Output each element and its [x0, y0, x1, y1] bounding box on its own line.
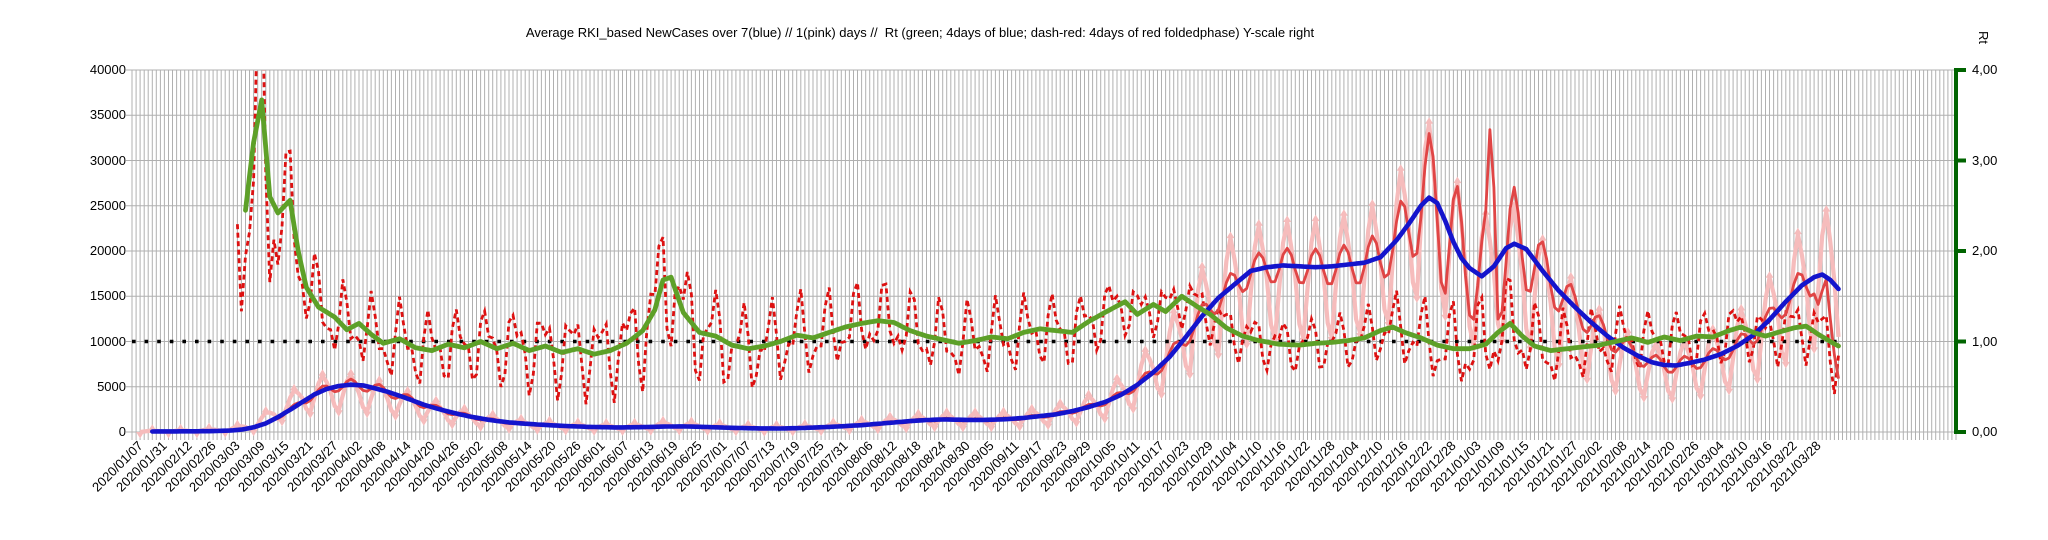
y-tick-label-right: 1,00 — [1972, 334, 1998, 349]
y-tick-label-left: 5000 — [97, 379, 126, 394]
y-tick-label-left: 25000 — [89, 198, 126, 213]
chart-title: Average RKI_based NewCases over 7(blue) … — [525, 25, 1315, 40]
y-tick-label-right: 2,00 — [1972, 243, 1998, 258]
y-tick-label-left: 0 — [118, 424, 126, 439]
y-tick-label-right: 3,00 — [1972, 153, 1998, 168]
y-tick-label-left: 20000 — [89, 243, 126, 258]
y-tick-label-left: 30000 — [89, 153, 126, 168]
y-tick-label-left: 40000 — [89, 62, 126, 77]
y-tick-label-left: 10000 — [89, 334, 126, 349]
y-tick-label-right: 4,00 — [1972, 62, 1998, 77]
y-tick-label-left: 35000 — [89, 107, 126, 122]
y-tick-label-right: 0,00 — [1972, 424, 1998, 439]
y-tick-label-left: 15000 — [89, 288, 126, 303]
